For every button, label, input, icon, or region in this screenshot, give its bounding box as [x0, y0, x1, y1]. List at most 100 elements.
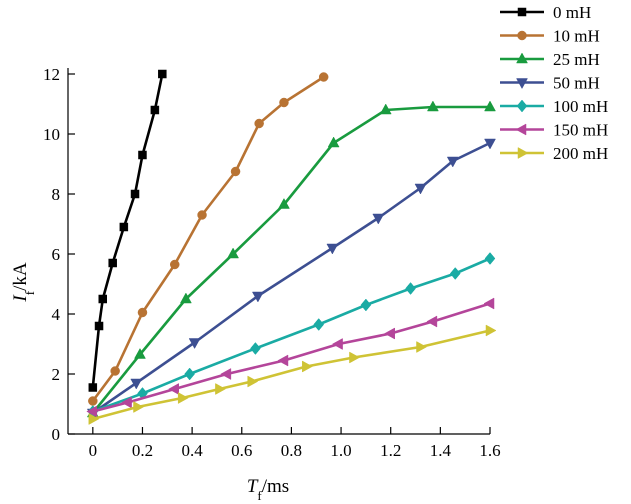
x-tick-label: 1.2	[380, 441, 401, 460]
legend-entry: 200 mH	[500, 144, 608, 163]
data-point	[137, 307, 148, 318]
data-point	[230, 166, 241, 177]
x-tick-label: 1.0	[330, 441, 351, 460]
data-point	[150, 105, 160, 115]
x-axis-title: Tf/ms	[247, 476, 289, 503]
data-point	[446, 156, 459, 168]
data-point	[88, 413, 100, 425]
data-point	[483, 297, 495, 310]
legend-marker	[516, 78, 528, 90]
data-point	[326, 243, 339, 255]
legend-entry: 150 mH	[500, 121, 608, 140]
data-point	[110, 366, 120, 376]
data-point	[416, 341, 428, 353]
legend-marker	[515, 123, 527, 136]
data-point	[197, 210, 207, 220]
legend-marker	[516, 99, 528, 113]
x-tick-label: 0	[89, 441, 98, 460]
y-tick-label: 8	[52, 185, 61, 204]
legend: 0 mH 10 mH 25 mH 50 mH 100 mH 150 mH 200 mH	[500, 3, 608, 163]
series-50-mh	[86, 138, 496, 420]
x-tick-label: 0.2	[132, 441, 153, 460]
axes: 0 0.2 0.4 0.6 0.8 1.0 1.2 1.4 1.6 0 2 4 6 8 10 12	[43, 65, 501, 460]
data-point	[169, 259, 180, 270]
x-tick-label: 0.8	[281, 441, 302, 460]
legend-marker	[517, 7, 527, 17]
data-point	[138, 150, 147, 160]
series-100-mh	[87, 252, 496, 418]
data-point	[279, 97, 289, 108]
x-tick-label: 0.6	[231, 441, 252, 460]
y-tick-label: 2	[52, 365, 61, 384]
series-25-mh	[86, 100, 496, 418]
data-point	[254, 118, 264, 129]
data-point	[108, 258, 117, 268]
legend-entry: 50 mH	[500, 74, 600, 93]
x-tick-label: 1.6	[479, 441, 500, 460]
y-tick-label: 10	[43, 125, 60, 144]
legend-marker	[517, 30, 527, 41]
data-point	[130, 378, 143, 390]
legend-entry: 25 mH	[500, 50, 600, 69]
legend-marker	[517, 147, 529, 159]
series-line	[91, 105, 490, 414]
series-150-mh	[86, 297, 495, 418]
series-line	[92, 329, 491, 421]
y-tick-label: 4	[52, 305, 61, 324]
series-0-mh	[88, 69, 167, 392]
data-point	[179, 292, 192, 304]
data-point	[313, 318, 325, 331]
data-point	[188, 338, 201, 350]
data-point	[88, 396, 98, 406]
y-axis-title-sub: f	[22, 290, 37, 295]
data-point	[86, 405, 98, 418]
data-point	[426, 315, 438, 328]
legend-entry: 100 mH	[500, 97, 608, 116]
series-10-mh	[88, 72, 329, 406]
data-point	[318, 72, 329, 82]
data-point	[215, 383, 226, 395]
data-point	[302, 360, 313, 373]
data-point	[158, 69, 167, 79]
data-point	[327, 136, 340, 148]
data-point	[384, 327, 395, 340]
y-axis-title-main: I	[10, 294, 31, 303]
series-line	[92, 141, 491, 415]
data-point	[379, 103, 392, 115]
x-axis-title-sub: f	[257, 488, 262, 503]
legend-label: 100 mH	[553, 97, 608, 116]
data-point	[227, 247, 239, 259]
data-point	[349, 351, 360, 364]
data-point	[426, 100, 439, 112]
legend-marker	[516, 52, 528, 64]
data-point	[414, 183, 427, 195]
legend-label: 25 mH	[553, 50, 600, 69]
data-point	[121, 396, 132, 409]
data-point	[88, 383, 98, 392]
data-point	[184, 367, 195, 381]
data-point	[484, 100, 496, 112]
plot-series	[86, 69, 497, 425]
legend-entry: 10 mH	[500, 27, 600, 46]
data-point	[94, 321, 104, 331]
data-point	[372, 213, 385, 225]
legend-label: 200 mH	[553, 144, 608, 163]
data-point	[134, 347, 146, 359]
data-point	[484, 252, 496, 265]
x-axis-title-main: T	[247, 476, 259, 497]
data-point	[168, 383, 179, 395]
legend-label: 150 mH	[553, 121, 608, 140]
x-tick-label: 1.4	[430, 441, 452, 460]
data-point	[130, 189, 140, 199]
y-axis-title: If/kA	[10, 262, 37, 302]
data-point	[405, 282, 416, 295]
series-200-mh	[88, 324, 497, 425]
data-point	[360, 298, 372, 312]
x-axis-title-unit: /ms	[262, 476, 289, 497]
data-point	[98, 294, 108, 304]
series-line	[92, 257, 491, 413]
data-point	[277, 354, 289, 367]
legend-label: 50 mH	[553, 74, 600, 93]
data-point	[220, 368, 232, 380]
